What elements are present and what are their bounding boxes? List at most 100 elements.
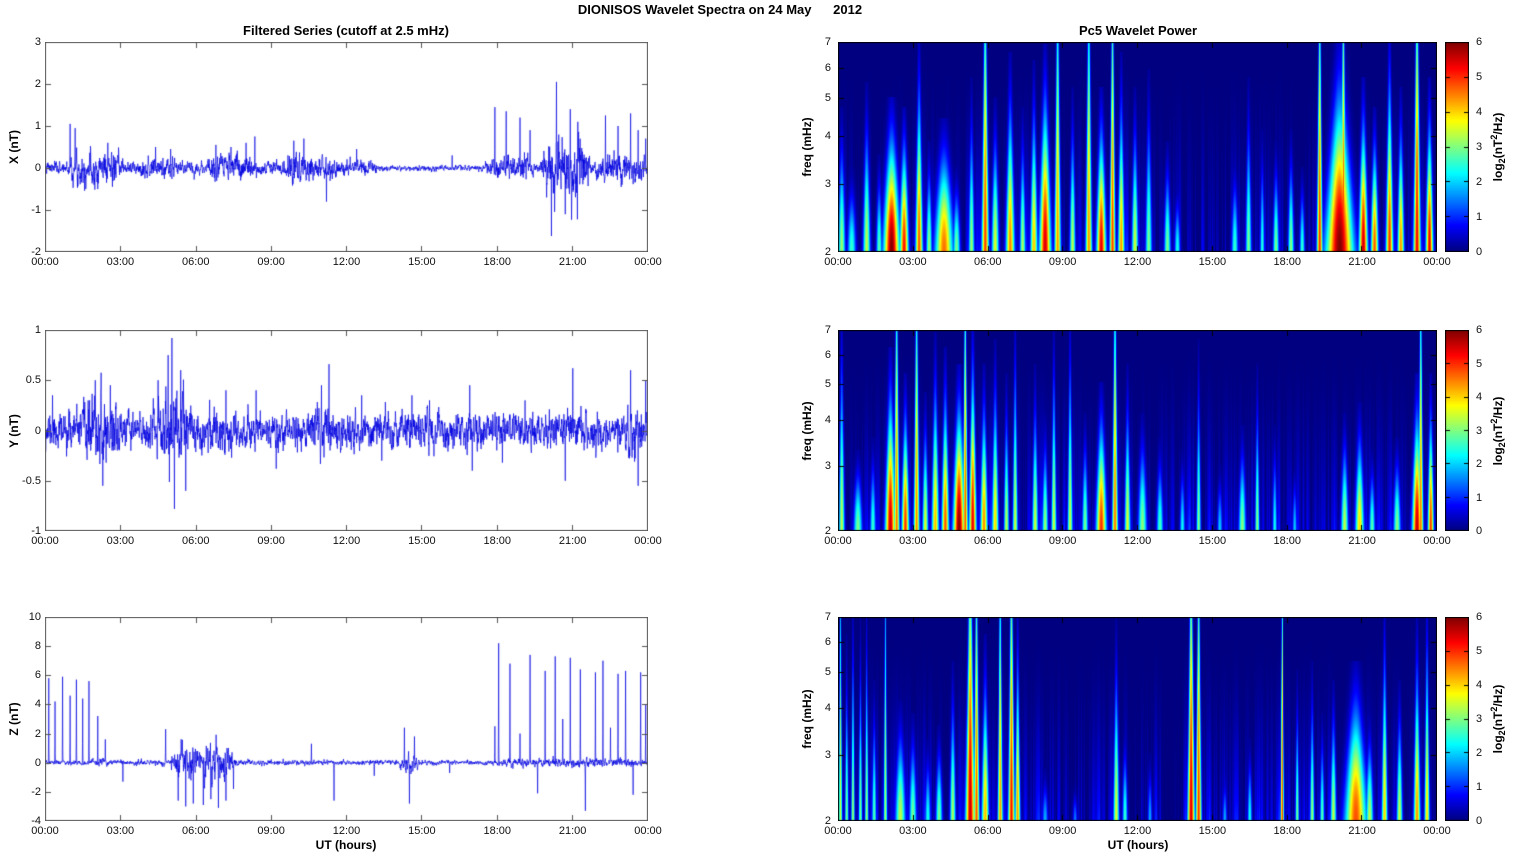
x-tick-label: 18:00 [483, 256, 512, 268]
x-tick-label: 12:00 [332, 535, 361, 547]
x-tick-label: 00:00 [1423, 535, 1451, 547]
y-tick-label: 1 [34, 120, 41, 132]
y-tick-label: -2 [31, 246, 41, 258]
colorbar-label-part: 2 [1497, 730, 1508, 736]
x-tick-label: 21:00 [1348, 825, 1376, 837]
x-tick-label: 00:00 [1423, 256, 1451, 268]
freq-axis-label: freq (mHz) [800, 117, 814, 177]
y-tick-label: 0 [34, 162, 41, 174]
x-tick-label: 00:00 [31, 825, 59, 837]
x-axis-label: UT (hours) [1107, 838, 1169, 852]
x-tick-label: 12:00 [332, 825, 361, 837]
colorbar-tick-label: 3 [1476, 713, 1483, 725]
x-tick-label: 15:00 [1198, 825, 1227, 837]
y-tick-label: 0 [34, 424, 41, 437]
x-tick-label: 00:00 [634, 535, 662, 547]
x-tick-label: 00:00 [634, 825, 662, 837]
x-tick-label: 21:00 [1348, 535, 1376, 547]
x-tick-label: 21:00 [558, 256, 587, 268]
y-tick-label: 4 [34, 698, 41, 711]
spectro-column-title: Pc5 Wavelet Power [1078, 23, 1198, 38]
x-tick-label: 00:00 [824, 256, 852, 268]
x-tick-label: 21:00 [558, 825, 587, 837]
colorbar-tick-label: 3 [1476, 424, 1483, 437]
x-tick-label: 15:00 [408, 825, 436, 837]
freq-tick-label: 6 [824, 348, 831, 361]
x-tick-label: 09:00 [257, 535, 285, 547]
x-tick-label: 06:00 [973, 825, 1002, 837]
y-tick-label: 2 [34, 727, 41, 740]
colorbar-label-part: 2 [1488, 706, 1499, 712]
x-tick-label: 15:00 [408, 535, 436, 547]
y-tick-label: 10 [28, 611, 41, 623]
timeseries-x-plot [45, 42, 648, 252]
y-tick-label: -1 [31, 525, 41, 537]
colorbar-tick-label: 1 [1476, 781, 1483, 793]
colorbar-tick-label: 3 [1476, 141, 1483, 153]
y-tick-label: -1 [31, 204, 41, 216]
colorbar-tick-label: 4 [1476, 391, 1483, 403]
x-tick-label: 09:00 [1048, 535, 1077, 547]
y-tick-label: -0.5 [22, 474, 41, 487]
colorbar-tick-label: 6 [1476, 324, 1483, 336]
freq-tick-label: 3 [824, 459, 831, 472]
wavelet-power-y-plot [838, 330, 1437, 531]
freq-tick-label: 7 [824, 324, 831, 336]
freq-tick-label: 2 [824, 525, 831, 537]
x-tick-label: 12:00 [1123, 535, 1152, 547]
x-tick-label: 03:00 [106, 256, 135, 268]
y-tick-label: -2 [31, 785, 41, 798]
x-tick-label: 18:00 [1273, 256, 1302, 268]
colorbar-x [1445, 42, 1469, 252]
y-tick-label: -4 [31, 815, 41, 827]
colorbar-tick-label: 1 [1476, 211, 1483, 223]
freq-tick-label: 5 [824, 665, 831, 678]
x-tick-label: 09:00 [1048, 256, 1077, 268]
x-tick-label: 03:00 [899, 256, 927, 268]
wavelet-power-x-plot [838, 42, 1437, 252]
x-tick-label: 12:00 [1123, 825, 1152, 837]
freq-tick-label: 6 [824, 636, 831, 649]
x-tick-label: 15:00 [1198, 535, 1227, 547]
colorbar-tick-label: 5 [1476, 645, 1483, 657]
x-tick-label: 03:00 [106, 535, 135, 547]
colorbar-tick-label: 2 [1476, 176, 1483, 188]
x-tick-label: 00:00 [1423, 825, 1451, 837]
timeseries-z-plot [45, 617, 648, 821]
colorbar-z [1445, 617, 1469, 821]
freq-tick-label: 2 [824, 246, 831, 258]
y-tick-label: 3 [34, 36, 41, 48]
x-axis-label: UT (hours) [315, 838, 377, 852]
figure-title: DIONISOS Wavelet Spectra on 24 May 2012 [577, 2, 863, 17]
freq-tick-label: 4 [824, 413, 831, 426]
freq-tick-label: 2 [824, 815, 831, 827]
x-tick-label: 21:00 [558, 535, 587, 547]
freq-tick-label: 3 [824, 748, 831, 761]
colorbar-tick-label: 2 [1476, 458, 1483, 470]
x-tick-label: 00:00 [31, 535, 59, 547]
freq-tick-label: 3 [824, 178, 831, 191]
x-tick-label: 00:00 [634, 256, 662, 268]
y-tick-label: 6 [34, 669, 41, 682]
x-tick-label: 12:00 [1123, 256, 1152, 268]
y-tick-label: 2 [34, 78, 41, 90]
freq-tick-label: 7 [824, 36, 831, 48]
y-axis-label-x: X (nT) [7, 130, 21, 164]
colorbar-tick-label: 4 [1476, 679, 1483, 691]
x-tick-label: 09:00 [257, 825, 285, 837]
x-tick-label: 12:00 [332, 256, 361, 268]
colorbar-tick-label: 6 [1476, 611, 1483, 623]
freq-axis-label: freq (mHz) [800, 400, 814, 461]
y-tick-label: 0 [34, 756, 41, 769]
x-tick-label: 06:00 [181, 825, 210, 837]
x-tick-label: 18:00 [1273, 825, 1302, 837]
y-tick-label: 0.5 [25, 374, 41, 387]
x-tick-label: 03:00 [899, 825, 927, 837]
x-tick-label: 06:00 [973, 535, 1002, 547]
colorbar-label-part: 2 [1488, 418, 1499, 424]
x-tick-label: 06:00 [181, 256, 210, 268]
x-tick-label: 00:00 [31, 256, 59, 268]
timeseries-y-plot [45, 330, 648, 531]
colorbar-tick-label: 0 [1476, 246, 1483, 258]
